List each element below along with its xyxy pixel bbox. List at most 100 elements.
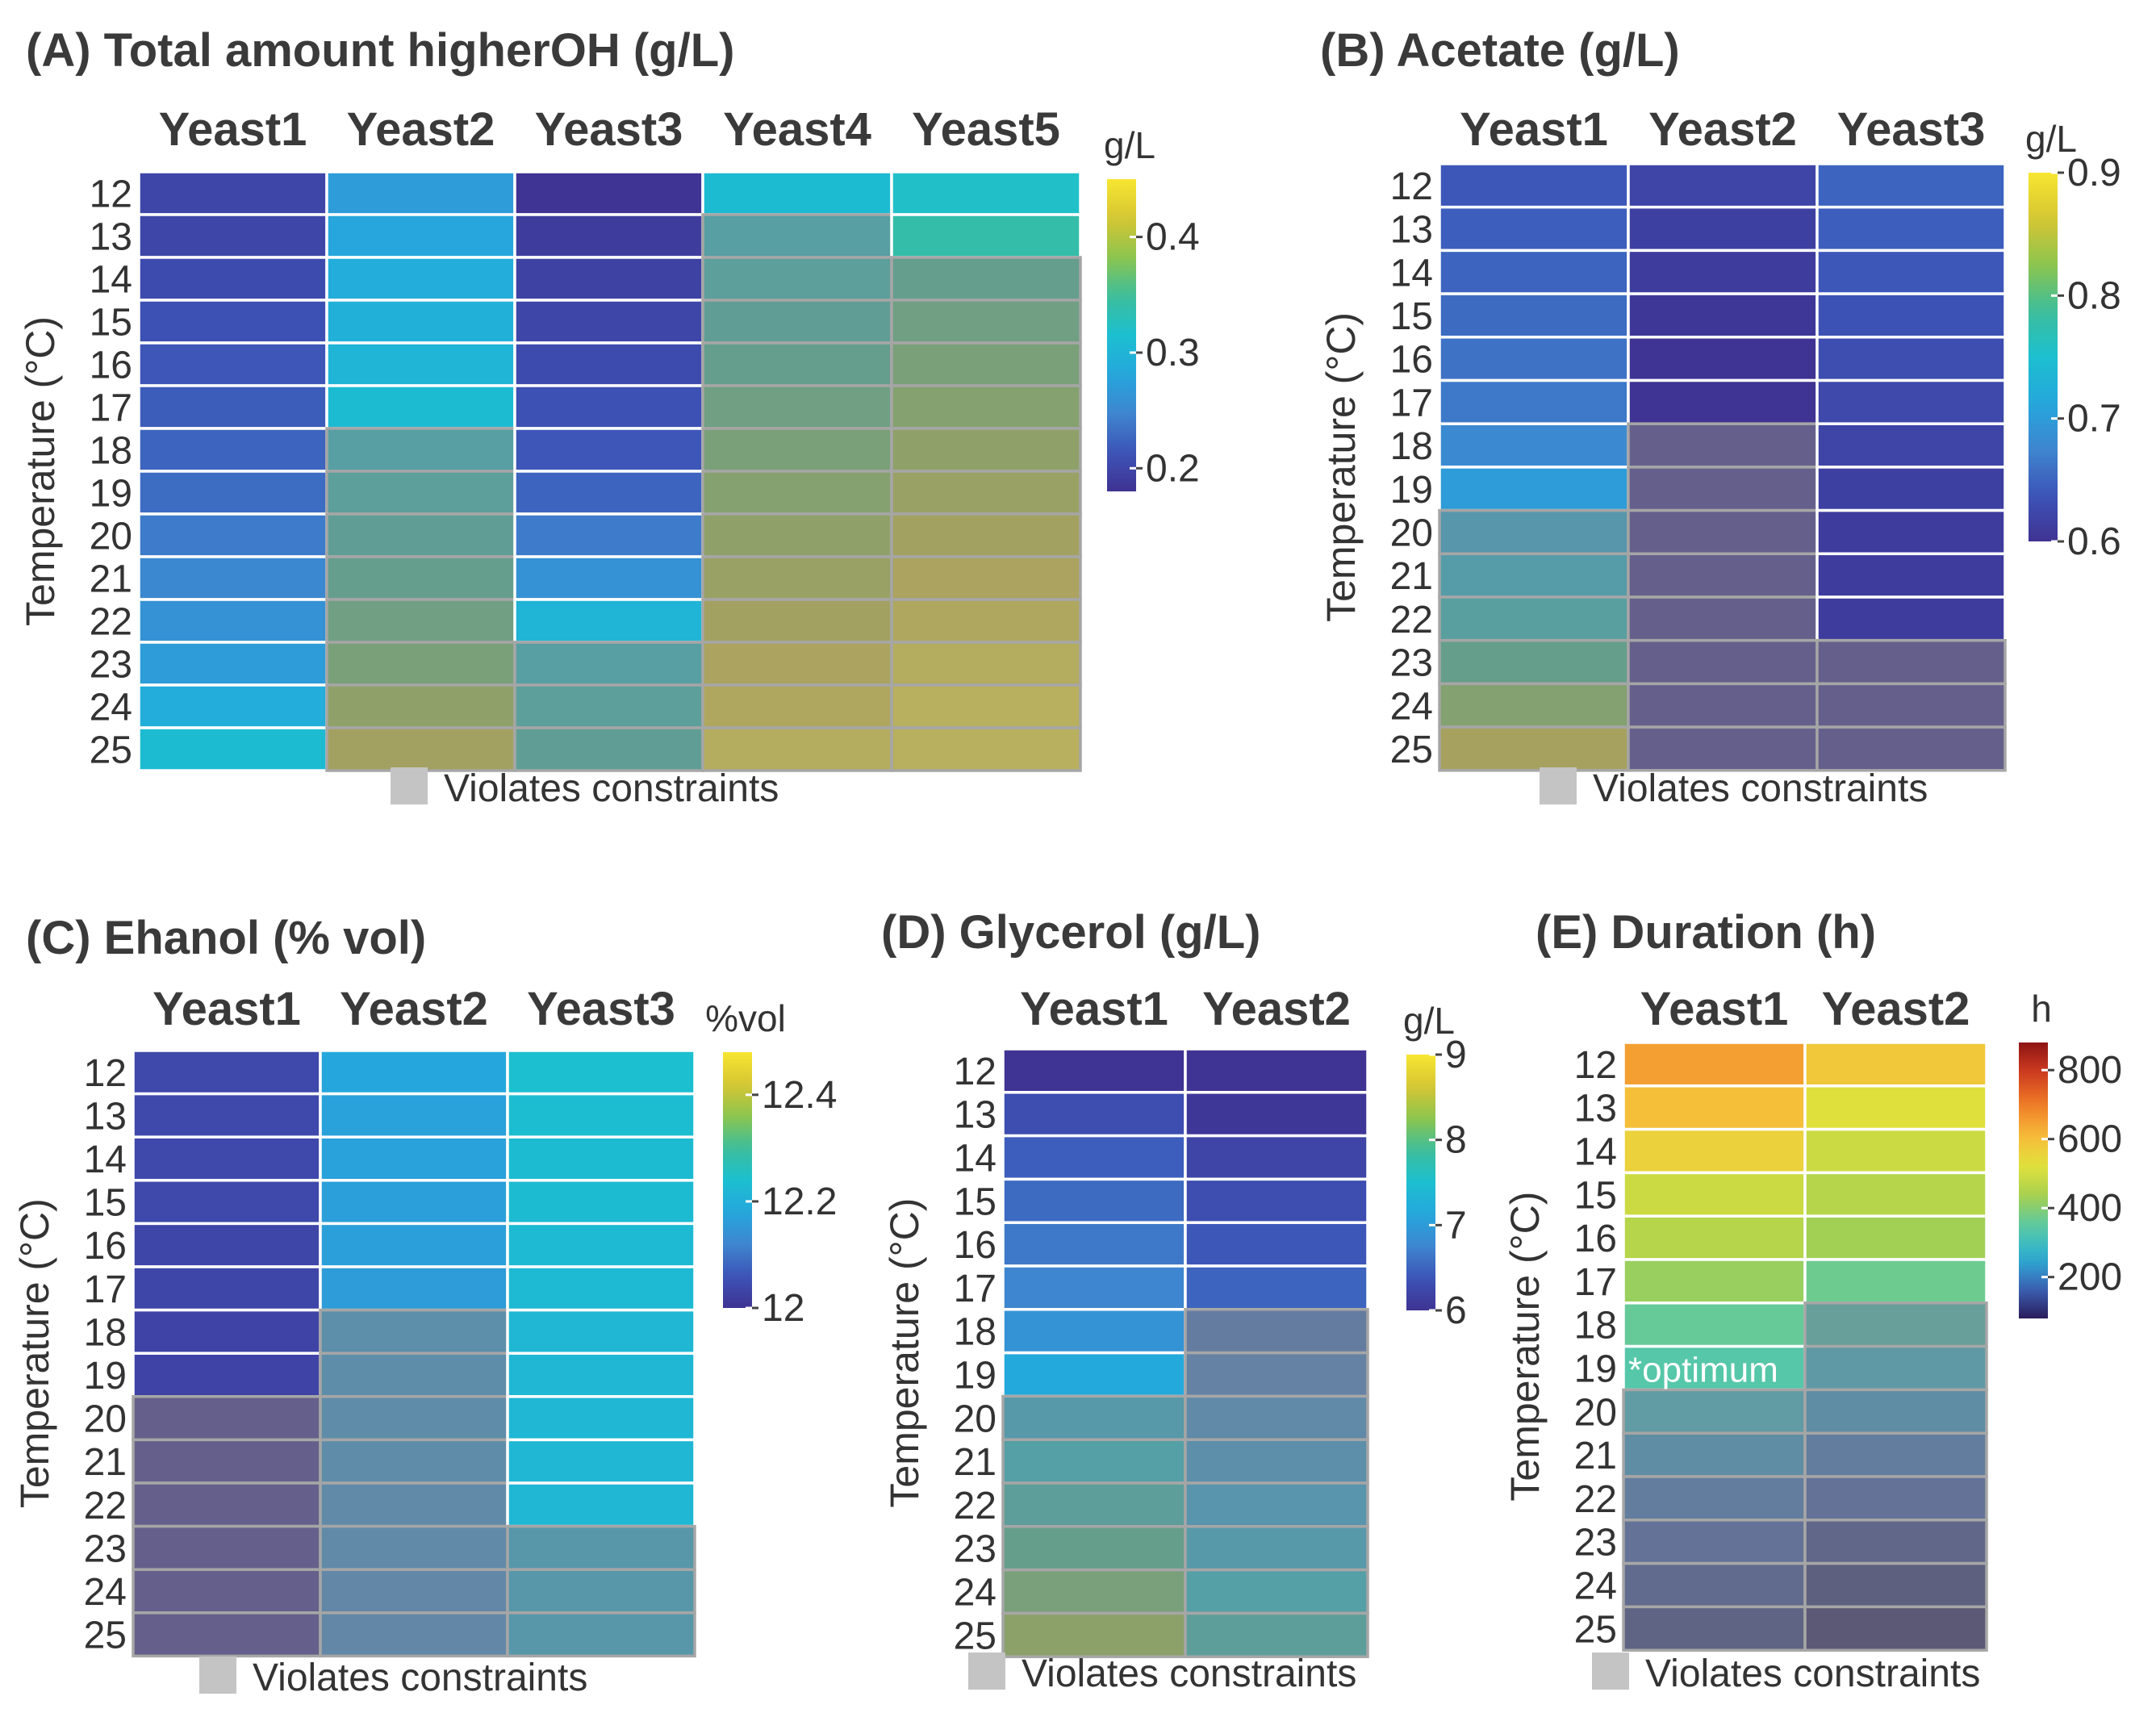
row-tick-label: 21	[954, 1441, 997, 1484]
heatmap-cell	[319, 1135, 509, 1182]
heatmap-cell-violating	[701, 299, 893, 345]
heatmap-cell-violating	[1184, 1308, 1369, 1355]
heatmap-cell-violating	[701, 213, 893, 259]
heatmap-cell	[137, 641, 328, 687]
row-tick-label: 15	[84, 1182, 127, 1225]
heatmap-cell-violating	[506, 1568, 696, 1615]
row-tick-label: 20	[1390, 512, 1433, 554]
heatmap-cell-violating	[132, 1524, 322, 1571]
row-tick-label: 13	[1574, 1088, 1617, 1130]
heatmap-cell	[1627, 162, 1819, 209]
heatmap-cell	[132, 1179, 322, 1226]
heatmap-cell	[325, 170, 516, 216]
heatmap-cell-violating	[890, 683, 1082, 729]
row-tick-label: 14	[954, 1138, 997, 1180]
row-tick-label: 23	[954, 1528, 997, 1571]
colorbar	[723, 1052, 752, 1308]
heatmap-cell-violating	[1627, 682, 1819, 729]
legend-label: Violates constraints	[1593, 767, 1928, 810]
row-tick-label: 22	[1390, 599, 1433, 641]
row-tick-label: 19	[954, 1355, 997, 1398]
heatmap-cell	[1803, 1084, 1988, 1131]
colorbar-tick-label: 600	[2058, 1118, 2122, 1161]
colorbar-unit: g/L	[2025, 118, 2077, 160]
heatmap-cell	[506, 1395, 696, 1442]
row-tick-label: 24	[1390, 685, 1433, 728]
colorbar-unit: %vol	[705, 997, 786, 1039]
heatmap-cell	[1815, 466, 2007, 512]
heatmap-cell-violating	[325, 683, 516, 729]
heatmap-cell-violating	[701, 641, 893, 687]
heatmap-cell	[137, 384, 328, 430]
column-label: Yeast3	[1837, 103, 1986, 156]
row-tick-label: 13	[954, 1094, 997, 1137]
heatmap-cell-violating	[890, 384, 1082, 430]
heatmap-cell-violating	[701, 384, 893, 430]
panel-title: (A) Total amount higherOH (g/L)	[26, 24, 734, 77]
colorbar	[1406, 1055, 1435, 1310]
row-tick-label: 16	[90, 345, 132, 387]
colorbar-tick-label: 0.3	[1146, 332, 1200, 374]
heatmap-cell-violating	[1803, 1561, 1988, 1609]
heatmap-cell-violating	[1622, 1475, 1807, 1522]
heatmap-cell-violating	[132, 1438, 322, 1485]
heatmap-cell	[701, 170, 893, 216]
heatmap-cell	[325, 256, 516, 302]
heatmap-cell-violating	[890, 641, 1082, 687]
heatmap-cell-violating	[1622, 1519, 1807, 1565]
row-tick-label: 14	[1574, 1131, 1617, 1174]
row-tick-label: 24	[90, 687, 132, 729]
row-tick-label: 22	[954, 1485, 997, 1527]
heatmap-cell-violating	[132, 1611, 322, 1658]
heatmap-cell	[319, 1179, 509, 1226]
heatmap-cell	[513, 299, 704, 345]
row-tick-label: 19	[90, 473, 132, 516]
heatmap-cell-violating	[890, 427, 1082, 473]
row-tick-label: 18	[84, 1311, 127, 1354]
heatmap-cell	[137, 726, 328, 772]
row-tick-label: 25	[90, 729, 132, 772]
panel-title: (E) Duration (h)	[1536, 906, 1876, 959]
panel-title: (C) Ehanol (% vol)	[26, 912, 426, 964]
legend-label: Violates constraints	[1645, 1653, 1980, 1695]
heatmap-cell	[1815, 205, 2007, 253]
heatmap-cell	[1184, 1264, 1369, 1311]
heatmap-cell	[890, 213, 1082, 259]
heatmap-cell	[319, 1265, 509, 1312]
row-tick-label: 12	[1574, 1044, 1617, 1087]
heatmap-cell	[513, 256, 704, 302]
heatmap-cell-violating	[1627, 725, 1819, 772]
heatmap-cell-violating	[1184, 1438, 1369, 1485]
heatmap-cell	[1001, 1134, 1187, 1181]
colorbar-tick-label: 800	[2058, 1049, 2122, 1092]
heatmap-cell	[506, 1049, 696, 1096]
heatmap-cell	[132, 1135, 322, 1182]
row-tick-label: 18	[90, 430, 132, 473]
heatmap-cell	[1438, 422, 1630, 469]
column-label: Yeast3	[527, 983, 675, 1035]
heatmap-cell	[513, 512, 704, 558]
column-label: Yeast2	[340, 983, 488, 1035]
heatmap-cell-violating	[319, 1568, 509, 1615]
colorbar-tick-label: 200	[2058, 1256, 2122, 1299]
panel-title: (B) Acetate (g/L)	[1320, 24, 1680, 77]
heatmap-cell	[1184, 1047, 1369, 1094]
row-tick-label: 17	[90, 387, 132, 430]
heatmap-cell	[137, 555, 328, 601]
heatmap-cell-violating	[701, 256, 893, 302]
heatmap-cell-violating	[325, 555, 516, 601]
heatmap-cell	[1815, 249, 2007, 295]
row-tick-label: 13	[90, 216, 132, 259]
heatmap-cell-violating	[1627, 595, 1819, 642]
heatmap-cell	[1622, 1171, 1807, 1218]
heatmap-cell-violating	[701, 555, 893, 601]
heatmap-cell-violating	[1438, 508, 1630, 556]
row-tick-label: 14	[84, 1139, 127, 1181]
heatmap-cell	[137, 341, 328, 387]
heatmap-cell-violating	[1622, 1388, 1807, 1435]
heatmap-cell-violating	[325, 470, 516, 516]
colorbar-tick-label: 0.4	[1146, 216, 1200, 259]
heatmap-cell	[506, 1481, 696, 1528]
colorbar-tick-label: 0.7	[2067, 398, 2121, 441]
heatmap-cell-violating	[1438, 595, 1630, 642]
